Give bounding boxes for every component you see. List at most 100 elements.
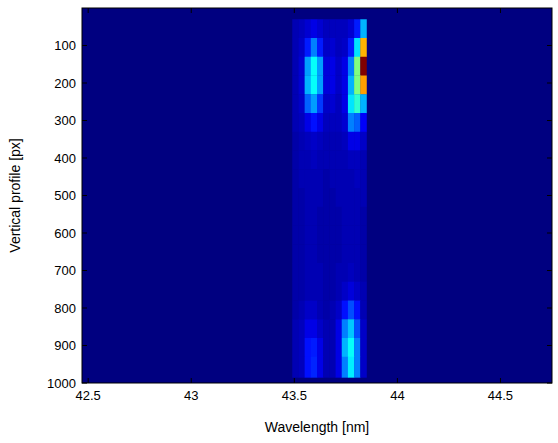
heat-cell [298, 132, 304, 151]
heat-cell [336, 19, 342, 38]
heat-cell [342, 338, 348, 357]
heat-cell [354, 319, 360, 338]
heat-cell [342, 57, 348, 76]
y-tick [82, 120, 87, 121]
heat-cell [329, 132, 335, 151]
heat-cell [298, 188, 304, 207]
heat-cell [348, 319, 354, 338]
heat-cell [360, 169, 366, 188]
heat-cell [323, 226, 329, 245]
heat-cell [292, 319, 298, 338]
heat-cell [348, 282, 354, 301]
heat-cell [342, 169, 348, 188]
y-tick [547, 83, 552, 84]
x-tick-label: 44.5 [488, 388, 513, 403]
y-tick-label: 800 [54, 301, 76, 316]
heat-cell [311, 188, 317, 207]
heat-cell [311, 38, 317, 57]
heat-cell [354, 244, 360, 263]
heat-cell [298, 38, 304, 57]
heat-cell [329, 113, 335, 132]
heat-cell [360, 338, 366, 357]
heat-cell [317, 319, 323, 338]
heat-cell [298, 76, 304, 95]
heat-cell [329, 57, 335, 76]
heat-cell [317, 226, 323, 245]
heat-cell [336, 132, 342, 151]
heat-cell [348, 263, 354, 282]
heat-cell [354, 338, 360, 357]
heat-cell [292, 169, 298, 188]
chart: 42.54343.54444.5100200300400500600700800… [0, 0, 558, 443]
heat-cell [311, 94, 317, 113]
heat-cell [342, 244, 348, 263]
heat-cell [298, 151, 304, 170]
heat-cell [354, 113, 360, 132]
y-tick [82, 158, 87, 159]
heat-cell [292, 132, 298, 151]
heat-cell [360, 263, 366, 282]
heat-cell [336, 338, 342, 357]
heat-cell [292, 357, 298, 378]
heat-cell [336, 169, 342, 188]
heat-cell [292, 76, 298, 95]
heat-cell [348, 244, 354, 263]
heat-cell [336, 319, 342, 338]
heat-cell [317, 282, 323, 301]
heat-cell [360, 282, 366, 301]
heat-cell [360, 57, 366, 76]
heat-cell [311, 19, 317, 38]
heat-cell [354, 151, 360, 170]
heat-cell [305, 169, 311, 188]
heat-cell [323, 94, 329, 113]
heat-cell [323, 263, 329, 282]
heat-cell [292, 282, 298, 301]
heat-cell [354, 169, 360, 188]
heat-cell [311, 169, 317, 188]
y-tick [82, 345, 87, 346]
heat-cell [323, 301, 329, 320]
heat-cell [360, 132, 366, 151]
heat-cell [360, 301, 366, 320]
heat-cell [348, 338, 354, 357]
heat-cell [317, 338, 323, 357]
heat-cell [336, 113, 342, 132]
heat-cell [348, 57, 354, 76]
heat-cell [323, 151, 329, 170]
heat-cell [354, 94, 360, 113]
heat-cell [342, 38, 348, 57]
heat-cell [311, 151, 317, 170]
heat-cell [348, 76, 354, 95]
heat-cell [360, 19, 366, 38]
heat-cell [305, 319, 311, 338]
heat-cell [298, 357, 304, 378]
heat-cell [298, 319, 304, 338]
heat-cell [354, 357, 360, 378]
heat-cell [323, 338, 329, 357]
heat-cell [336, 188, 342, 207]
heat-cell [323, 319, 329, 338]
heat-cell [317, 263, 323, 282]
heat-cell [323, 132, 329, 151]
x-tick [500, 8, 501, 13]
heat-cell [354, 282, 360, 301]
plot-background [82, 8, 552, 383]
heat-cell [360, 207, 366, 226]
heat-cell [329, 169, 335, 188]
heat-cell [292, 207, 298, 226]
y-tick-label: 500 [54, 188, 76, 203]
heat-cell [348, 151, 354, 170]
y-tick-label: 300 [54, 113, 76, 128]
heat-cell [317, 207, 323, 226]
x-axis-title: Wavelength [nm] [265, 419, 370, 435]
heat-cell [317, 94, 323, 113]
heat-cell [305, 263, 311, 282]
heat-cell [336, 244, 342, 263]
y-tick [547, 233, 552, 234]
heat-cell [292, 244, 298, 263]
heat-cell [342, 357, 348, 378]
heat-cell [317, 113, 323, 132]
heat-cell [360, 38, 366, 57]
heat-cell [305, 132, 311, 151]
heat-cell [298, 113, 304, 132]
